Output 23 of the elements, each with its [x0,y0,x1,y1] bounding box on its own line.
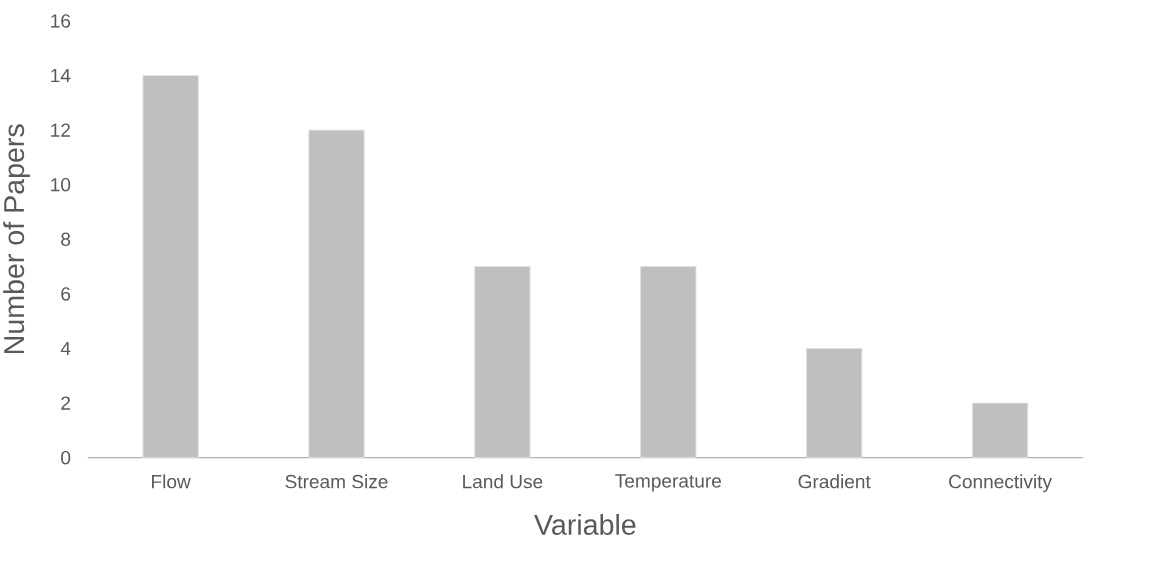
y-tick-label: 14 [51,68,71,82]
y-tick-label: 0 [61,450,71,465]
x-tick-label: Connectivity [949,474,1052,492]
bar [142,74,199,458]
bar [806,347,863,458]
y-tick-label: 12 [51,123,70,137]
x-tick-label: Land Use [463,474,543,489]
bar [474,265,531,458]
bar [640,265,697,458]
y-tick-label: 4 [60,341,71,355]
y-tick-label: 10 [51,177,71,192]
y-tick-label: 2 [61,396,70,410]
x-tick-label: Gradient [798,474,871,489]
bar [308,129,365,458]
y-axis-title: Number of Papers [3,124,30,353]
y-tick-label: 16 [51,14,71,28]
bar [971,402,1029,458]
x-tick-label: Stream Size [285,474,388,489]
y-tick-label: 6 [61,286,71,301]
x-tick-label: Temperature [615,474,721,492]
y-tick-label: 8 [61,232,71,246]
x-tick-label: Flow [152,474,191,489]
x-axis-title: Variable [534,513,636,535]
